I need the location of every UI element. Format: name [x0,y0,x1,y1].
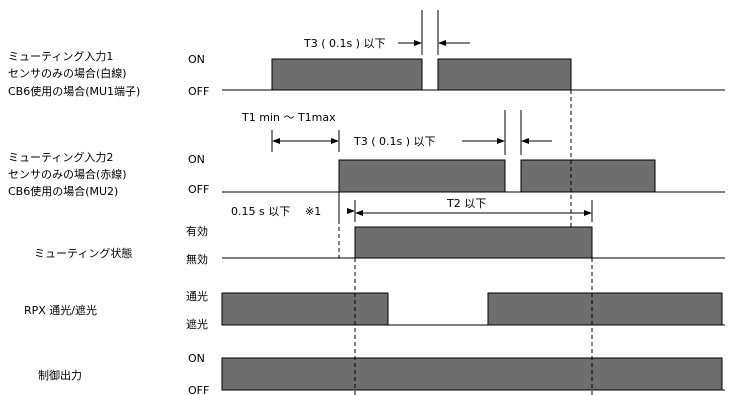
t1-arrowhead-right [331,138,339,144]
state-inactive-label: 無効 [186,252,208,266]
t3-top-arrowhead-left [414,40,422,46]
mu2-label-2: センサのみの場合(赤線) [8,167,127,181]
rpx-light-label: 通光 [186,289,208,303]
note-label: ※1 [305,205,321,218]
rpx-block-label: 遮光 [186,317,208,331]
mu1-pulse-1 [271,58,423,91]
state-active-label: 有効 [186,224,208,238]
mu1-label-2: センサのみの場合(白線) [8,66,127,80]
out-label: 制御出力 [38,368,82,382]
state-label: ミューティング状態 [34,246,132,260]
t1-label: T1 min 〜 T1max [241,111,336,124]
out-off-label: OFF [188,384,209,395]
t3-top-label: T3 ( 0.1s ) 以下 [303,37,386,50]
rpx-label: RPX 通光/遮光 [24,303,97,317]
t3-mid-arrowhead-left [497,138,505,144]
t3-top-arrowhead-right [438,40,446,46]
t2-arrowhead-left [355,210,363,216]
mu1-on-label: ON [188,53,205,66]
t015-arrowhead [347,208,355,214]
state-pulse [354,226,593,259]
out-on-label: ON [188,352,205,365]
t2-arrowhead-right [584,210,592,216]
mu2-label-1: ミューティング入力2 [8,150,113,164]
mu2-on-label: ON [188,153,205,166]
t1-arrowhead-left [272,138,280,144]
rpx-pulse-2 [487,292,723,326]
mu2-off-label: OFF [188,183,209,196]
t015-label: 0.15 s 以下 [231,205,290,218]
mu2-pulse-1 [338,159,506,193]
t3-mid-label: T3 ( 0.1s ) 以下 [353,135,436,148]
mu2-label-3: CB6使用の場合(MU2) [8,184,118,198]
mu1-label-1: ミューティング入力1 [8,49,113,63]
mu1-off-label: OFF [188,85,209,98]
mu2-pulse-2 [520,159,656,193]
mu1-pulse-2 [437,58,572,91]
t2-label: T2 以下 [446,197,486,210]
rpx-pulse-1 [221,292,389,326]
out-pulse [221,357,723,391]
mu1-label-3: CB6使用の場合(MU1端子) [8,84,140,98]
t3-mid-arrowhead-right [521,138,529,144]
